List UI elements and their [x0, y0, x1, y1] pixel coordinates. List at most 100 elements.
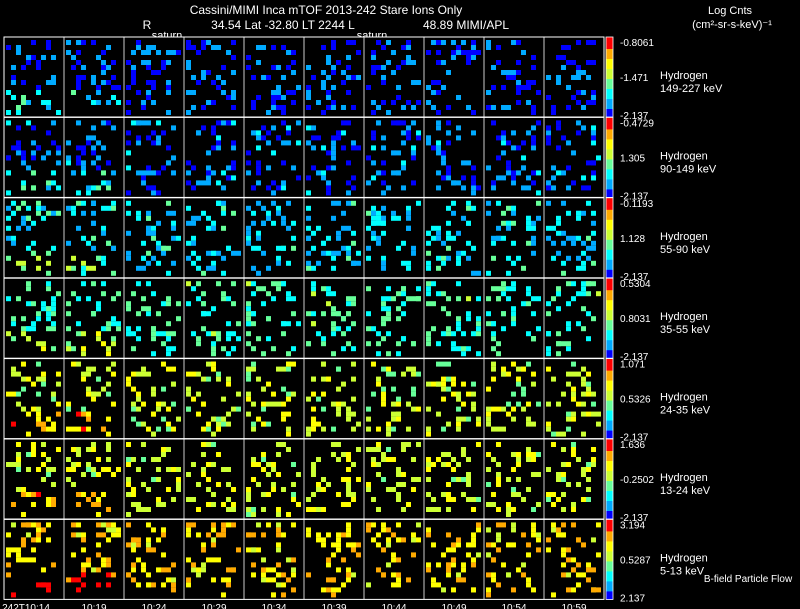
- flux-cell: [326, 185, 331, 191]
- flux-cell: [531, 527, 536, 533]
- flux-cell: [456, 135, 461, 141]
- flux-cell: [261, 75, 266, 80]
- flux-cell: [306, 225, 311, 231]
- colorbar-segment: [606, 489, 613, 492]
- flux-cell: [581, 366, 586, 372]
- flux-cell: [246, 331, 251, 337]
- flux-cell: [391, 215, 396, 221]
- flux-cell: [96, 85, 101, 90]
- flux-cell: [126, 542, 131, 548]
- flux-cell: [111, 522, 116, 528]
- flux-cell: [216, 331, 221, 337]
- flux-cell: [261, 492, 266, 497]
- flux-cell: [506, 477, 511, 482]
- flux-cell: [271, 200, 276, 206]
- colorbar-segment: [606, 410, 613, 414]
- flux-cell: [531, 80, 536, 85]
- flux-cell: [151, 85, 156, 90]
- flux-cell: [206, 40, 211, 45]
- flux-cell: [261, 532, 266, 538]
- flux-cell: [6, 547, 11, 553]
- flux-cell: [311, 376, 316, 382]
- flux-cell: [21, 95, 26, 100]
- flux-cell: [526, 457, 531, 462]
- colorbar-segment: [606, 302, 613, 305]
- flux-cell: [246, 376, 251, 382]
- flux-cell: [351, 492, 356, 497]
- flux-cell: [71, 447, 76, 452]
- flux-cell: [156, 50, 161, 55]
- flux-cell: [581, 240, 586, 246]
- flux-cell: [476, 351, 481, 357]
- flux-cell: [131, 567, 136, 573]
- flux-cell: [66, 240, 71, 246]
- flux-cell: [96, 567, 101, 573]
- flux-cell: [141, 60, 146, 65]
- flux-cell: [366, 225, 371, 231]
- colorbar-segment: [606, 175, 613, 178]
- flux-cell: [46, 472, 51, 477]
- flux-cell: [281, 95, 286, 100]
- flux-cell: [536, 502, 541, 507]
- flux-cell: [516, 40, 521, 45]
- flux-cell: [441, 40, 446, 45]
- flux-cell: [101, 426, 106, 432]
- colorbar-segment: [606, 376, 613, 380]
- flux-cell: [471, 391, 476, 397]
- flux-cell: [211, 462, 216, 467]
- flux-cell: [126, 130, 131, 136]
- flux-cell: [531, 336, 536, 342]
- flux-cell: [281, 532, 286, 538]
- flux-cell: [216, 376, 221, 382]
- species-label: Hydrogen: [660, 70, 708, 82]
- flux-cell: [381, 366, 386, 372]
- colorbar-segment: [606, 370, 613, 374]
- flux-cell: [451, 50, 456, 55]
- flux-cell: [131, 70, 136, 75]
- flux-cell: [81, 567, 86, 573]
- flux-cell: [546, 235, 551, 241]
- flux-cell: [176, 235, 181, 241]
- flux-cell: [471, 542, 476, 548]
- flux-cell: [396, 95, 401, 100]
- flux-cell: [126, 190, 131, 196]
- flux-cell: [531, 240, 536, 246]
- flux-cell: [321, 311, 326, 317]
- flux-cell: [166, 145, 171, 151]
- flux-cell: [36, 376, 41, 382]
- flux-cell: [536, 90, 541, 95]
- flux-cell: [561, 507, 566, 512]
- flux-cell: [511, 316, 516, 322]
- flux-cell: [381, 522, 386, 528]
- flux-cell: [286, 396, 291, 402]
- flux-cell: [81, 150, 86, 156]
- flux-cell: [6, 552, 11, 558]
- flux-cell: [101, 65, 106, 70]
- flux-cell: [431, 281, 436, 287]
- flux-cell: [536, 215, 541, 221]
- flux-cell: [496, 296, 501, 302]
- flux-cell: [276, 286, 281, 292]
- flux-cell: [531, 180, 536, 186]
- flux-cell: [206, 225, 211, 231]
- flux-cell: [466, 55, 471, 60]
- flux-cell: [591, 175, 596, 181]
- flux-cell: [586, 75, 591, 80]
- colorbar-segment: [606, 133, 613, 136]
- flux-cell: [341, 346, 346, 352]
- flux-cell: [546, 421, 551, 427]
- flux-cell: [446, 497, 451, 502]
- colorbar-segment: [606, 173, 613, 176]
- flux-cell: [191, 462, 196, 467]
- flux-cell: [106, 240, 111, 246]
- flux-cell: [166, 366, 171, 372]
- flux-cell: [486, 572, 491, 578]
- flux-cell: [486, 165, 491, 171]
- flux-cell: [446, 220, 451, 226]
- flux-cell: [386, 296, 391, 302]
- colorbar-segment: [606, 569, 613, 572]
- flux-cell: [251, 210, 256, 216]
- flux-cell: [16, 225, 21, 231]
- flux-cell: [56, 291, 61, 297]
- flux-cell: [351, 396, 356, 402]
